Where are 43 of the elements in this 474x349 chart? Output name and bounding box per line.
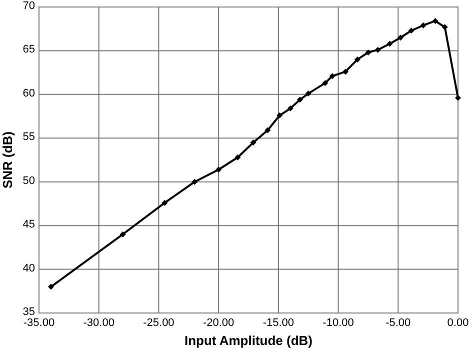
x-axis-title: Input Amplitude (dB) <box>184 333 313 348</box>
y-tick-label: 65 <box>22 44 35 56</box>
point <box>432 18 438 24</box>
point <box>250 140 256 146</box>
point <box>216 166 222 173</box>
point <box>455 94 461 101</box>
x-tick-label: -35.00 <box>23 317 55 329</box>
point <box>305 90 312 97</box>
x-tick-label: -30.00 <box>83 317 114 329</box>
point <box>398 34 404 41</box>
y-axis-title: SNR (dB) <box>0 131 15 189</box>
point <box>386 40 393 47</box>
point <box>162 200 168 206</box>
y-tick-label: 70 <box>22 0 35 12</box>
point <box>276 112 283 118</box>
x-tick-label: -15.00 <box>262 317 294 329</box>
point <box>365 49 372 56</box>
x-tick-label: -10.00 <box>322 317 354 329</box>
y-tick-label: 45 <box>22 218 35 231</box>
y-tick-label: 60 <box>22 87 35 100</box>
y-tick-label: 50 <box>22 174 35 187</box>
point <box>264 127 271 134</box>
point <box>342 68 348 75</box>
point <box>322 80 328 86</box>
point <box>234 154 241 160</box>
point <box>287 105 294 112</box>
x-tick-label: 0.00 <box>447 317 469 329</box>
y-tick-label: 55 <box>22 131 35 144</box>
point <box>329 73 336 80</box>
point <box>120 231 126 238</box>
x-tick-label: -5.00 <box>386 317 411 329</box>
point <box>354 56 360 62</box>
y-tick-label: 35 <box>22 306 35 318</box>
x-tick-label: -25.00 <box>143 317 174 329</box>
point <box>408 28 414 34</box>
point <box>48 284 54 290</box>
point <box>374 46 381 53</box>
point <box>442 24 448 30</box>
point <box>420 22 426 28</box>
point <box>296 96 303 103</box>
y-tick-label: 40 <box>22 262 35 274</box>
point <box>192 178 198 185</box>
x-tick-label: -20.00 <box>202 317 234 329</box>
